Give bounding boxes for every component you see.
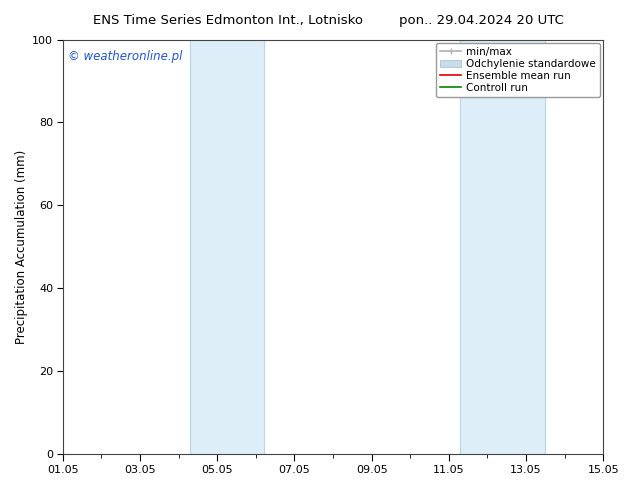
Bar: [460, 40, 545, 454]
Bar: [190, 40, 264, 454]
Y-axis label: Precipitation Accumulation (mm): Precipitation Accumulation (mm): [15, 149, 28, 344]
Text: ENS Time Series Edmonton Int., Lotnisko: ENS Time Series Edmonton Int., Lotnisko: [93, 14, 363, 27]
Text: © weatheronline.pl: © weatheronline.pl: [68, 50, 183, 63]
Legend: min/max, Odchylenie standardowe, Ensemble mean run, Controll run: min/max, Odchylenie standardowe, Ensembl…: [436, 43, 600, 98]
Text: pon.. 29.04.2024 20 UTC: pon.. 29.04.2024 20 UTC: [399, 14, 564, 27]
